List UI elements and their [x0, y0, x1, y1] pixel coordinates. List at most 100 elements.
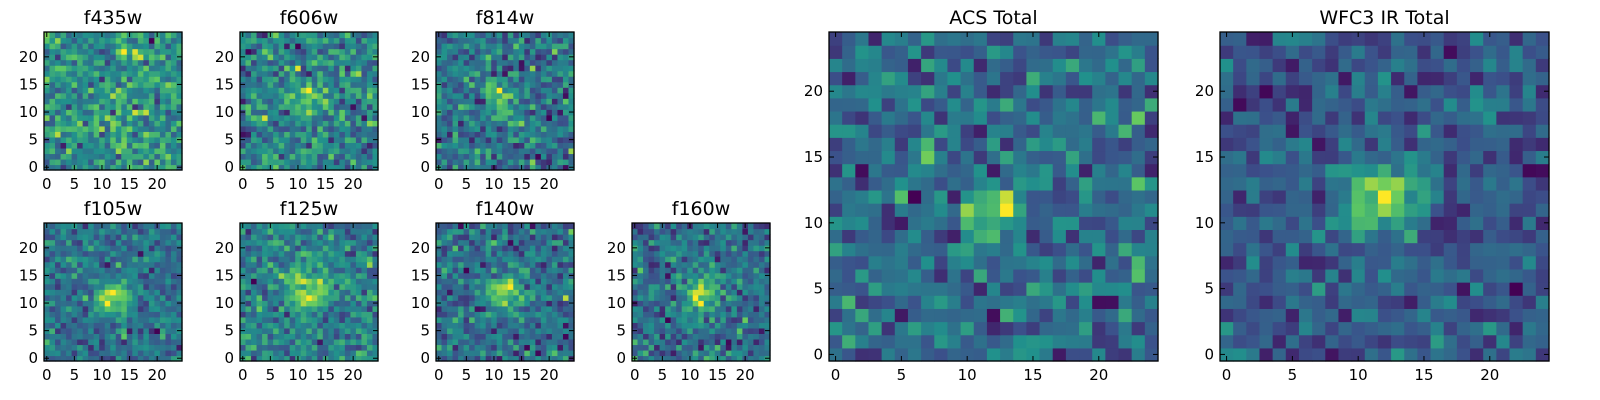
heatmap-cell — [333, 261, 340, 268]
heatmap-cell — [540, 261, 547, 268]
heatmap-cell — [676, 333, 683, 340]
heatmap-cell — [524, 355, 531, 362]
heatmap-cell — [562, 109, 570, 116]
heatmap-cell — [747, 338, 755, 346]
heatmap-cell — [339, 125, 346, 132]
heatmap-cell — [77, 327, 84, 334]
heatmap-cell — [110, 272, 117, 279]
heatmap-cell — [568, 261, 575, 268]
heatmap-cell — [502, 322, 509, 329]
heatmap-cell — [681, 316, 688, 323]
heatmap-cell — [295, 103, 302, 110]
heatmap-cell — [665, 289, 672, 296]
heatmap-cell — [654, 333, 661, 340]
heatmap-cell — [480, 153, 487, 160]
heatmap-cell — [82, 239, 89, 246]
heatmap-cell — [339, 158, 346, 166]
y-tick-label: 5 — [420, 131, 430, 149]
heatmap-cell — [148, 311, 155, 318]
heatmap-cell — [447, 43, 454, 50]
heatmap-cell — [344, 333, 351, 340]
heatmap-cell — [524, 322, 531, 329]
heatmap-cell — [502, 305, 509, 312]
heatmap-cell — [1079, 229, 1093, 244]
heatmap-cell — [485, 344, 492, 351]
heatmap-cell — [245, 294, 252, 301]
heatmap-cell — [720, 261, 727, 268]
heatmap-cell — [1000, 347, 1014, 362]
heatmap-cell — [300, 305, 307, 312]
heatmap-cell — [361, 283, 368, 290]
heatmap-cell — [366, 164, 374, 171]
heatmap-cell — [562, 223, 570, 230]
heatmap-cell — [361, 37, 368, 44]
heatmap-cell — [731, 283, 738, 290]
heatmap-cell — [344, 327, 351, 334]
heatmap-cell — [60, 59, 67, 66]
heatmap-cell — [665, 256, 672, 263]
heatmap-cell — [110, 131, 117, 138]
heatmap-cell — [736, 333, 743, 340]
heatmap-cell — [49, 349, 56, 357]
heatmap-cell — [82, 283, 89, 290]
heatmap-cell — [333, 234, 340, 241]
heatmap-cell — [1065, 268, 1080, 283]
heatmap-cell — [132, 349, 139, 357]
heatmap-cell — [1052, 189, 1067, 204]
heatmap-cell — [687, 305, 694, 312]
heatmap-cell — [245, 37, 252, 44]
heatmap-cell — [82, 59, 89, 66]
heatmap-cell — [278, 37, 285, 44]
heatmap-cell — [687, 278, 694, 285]
heatmap-cell — [170, 316, 178, 323]
heatmap-cell — [295, 76, 302, 83]
heatmap-cell — [245, 54, 252, 61]
heatmap-cell — [535, 311, 542, 318]
heatmap-cell — [643, 272, 650, 279]
heatmap-cell — [132, 289, 139, 296]
heatmap-cell — [115, 355, 122, 362]
heatmap-cell — [350, 250, 357, 257]
heatmap-cell — [485, 256, 492, 263]
heatmap-cell — [568, 322, 575, 329]
heatmap-cell — [1118, 229, 1133, 244]
heatmap-cell — [480, 65, 487, 72]
heatmap-cell — [496, 234, 503, 241]
heatmap-cell — [659, 327, 666, 334]
heatmap-cell — [104, 239, 111, 246]
heatmap-cell — [350, 228, 357, 235]
heatmap-cell — [121, 355, 128, 362]
heatmap-cell — [104, 283, 111, 290]
heatmap-cell — [66, 289, 73, 296]
heatmap-cell — [104, 76, 111, 83]
heatmap-cell — [366, 32, 374, 39]
heatmap-cell — [518, 311, 525, 318]
heatmap-cell — [350, 311, 357, 318]
heatmap-cell — [267, 333, 274, 340]
heatmap-cell — [855, 242, 870, 257]
heatmap-cell — [317, 153, 324, 160]
heatmap-cell — [344, 109, 351, 116]
heatmap-cell — [731, 305, 738, 312]
heatmap-cell — [66, 70, 73, 77]
heatmap-cell — [568, 267, 575, 274]
heatmap-cell — [154, 87, 161, 94]
heatmap-cell — [256, 147, 263, 155]
heatmap-cell — [441, 120, 448, 127]
heatmap-cell — [546, 289, 553, 296]
heatmap-cell — [458, 250, 465, 257]
heatmap-cell — [306, 125, 313, 132]
heatmap-cell — [159, 272, 167, 279]
heatmap-cell — [284, 289, 291, 296]
heatmap-cell — [725, 294, 732, 301]
heatmap-cell — [480, 311, 487, 318]
heatmap-cell — [344, 98, 351, 105]
heatmap-cell — [764, 311, 771, 318]
heatmap-cell — [1144, 176, 1159, 191]
heatmap-cell — [88, 164, 95, 171]
heatmap-cell — [44, 239, 51, 246]
heatmap-cell — [692, 239, 699, 246]
heatmap-cell — [921, 308, 935, 323]
heatmap-cell — [469, 43, 476, 50]
heatmap-cell — [170, 147, 178, 155]
